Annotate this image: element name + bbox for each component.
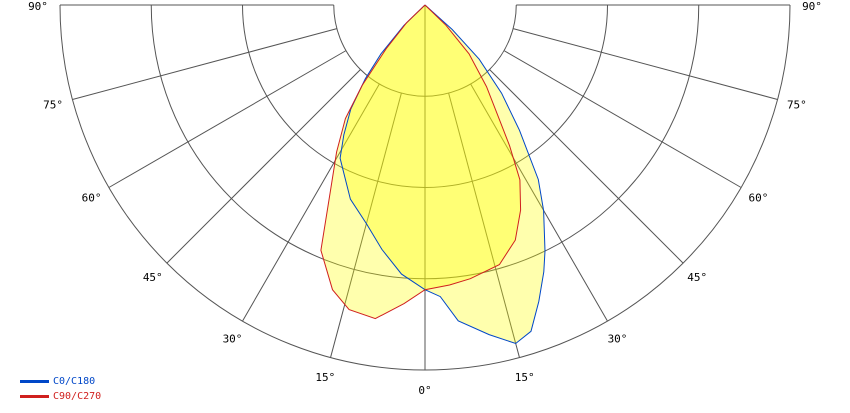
angle-label: 15° <box>515 371 535 384</box>
grid-radial-line <box>448 93 520 358</box>
series-line-c90-c270 <box>320 4 522 320</box>
grid-radial-line <box>503 50 742 188</box>
angle-label: 60° <box>748 192 768 205</box>
grid-radial-line <box>489 69 684 264</box>
angle-label: 0° <box>418 384 431 397</box>
angle-labels: 90° 75° 60° 45° 30° 15° 0° 15° 30° 45° 60° 75° 90° <box>28 0 822 397</box>
legend-item-c90-c270: C90/C270 <box>20 391 101 402</box>
angle-label: 30° <box>223 332 243 345</box>
legend-swatch-red <box>20 395 49 398</box>
polar-grid <box>59 4 791 371</box>
curve-fill-1 <box>320 5 521 319</box>
angle-label: 45° <box>143 271 163 284</box>
angle-label: 75° <box>43 99 63 112</box>
grid-radial-line <box>513 28 778 100</box>
series-line-c0-c180 <box>339 4 546 345</box>
angle-label: 60° <box>82 192 102 205</box>
angle-label: 75° <box>787 99 807 112</box>
angle-label: 15° <box>315 371 335 384</box>
intensity-curves <box>320 4 546 345</box>
curve-fill-0 <box>340 5 545 344</box>
angle-label: 30° <box>608 332 628 345</box>
grid-radial-line <box>470 83 608 322</box>
angle-label: 90° <box>802 0 822 13</box>
legend-item-c0-c180: C0/C180 <box>20 376 95 387</box>
grid-radial-line <box>242 83 380 322</box>
grid-radial-line <box>108 50 347 188</box>
legend-label: C90/C270 <box>53 391 102 402</box>
angle-label: 90° <box>28 0 48 13</box>
legend-label: C0/C180 <box>53 376 96 387</box>
grid-radial-line <box>166 69 361 264</box>
angle-label: 45° <box>687 271 707 284</box>
grid-radial-line <box>330 93 402 358</box>
legend-swatch-blue <box>20 380 49 383</box>
grid-radial-line <box>72 28 337 100</box>
